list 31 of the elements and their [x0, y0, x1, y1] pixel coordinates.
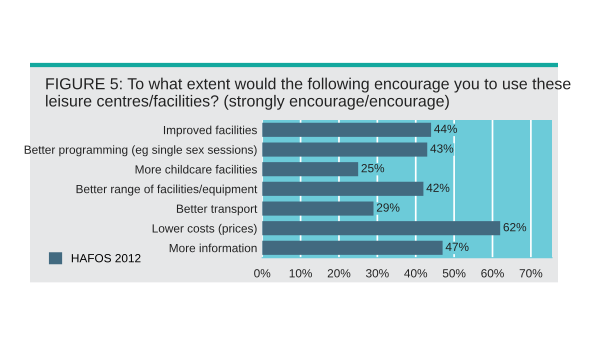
- bar: [262, 201, 374, 216]
- x-tick-label: 20%: [328, 269, 350, 278]
- bar: [262, 122, 432, 137]
- x-tick-label: 0%: [254, 269, 270, 278]
- y-tick-label: Lower costs (prices): [152, 224, 257, 235]
- data-label: 29%: [376, 203, 400, 212]
- bar: [262, 221, 500, 236]
- data-label: 42%: [426, 184, 450, 192]
- y-tick-label: Better range of facilities/equipment: [76, 184, 258, 196]
- y-tick-label: More childcare facilities: [136, 164, 257, 174]
- legend-label: HAFOS 2012: [72, 254, 140, 262]
- x-tick-label: 10%: [290, 269, 312, 278]
- bar: [262, 162, 358, 176]
- data-label: 47%: [446, 242, 469, 251]
- x-tick-label: 30%: [366, 269, 389, 278]
- y-tick-label: Improved facilities: [164, 126, 257, 137]
- x-tick-label: 60%: [481, 269, 504, 278]
- x-tick-label: 50%: [442, 269, 466, 278]
- x-tick-label: 70%: [520, 269, 542, 278]
- y-tick-label: Better programming (eg single sex sessions): [24, 145, 257, 156]
- data-label: 62%: [504, 223, 526, 232]
- y-tick-label: Better transport: [176, 204, 258, 216]
- data-label: 44%: [434, 124, 458, 133]
- data-label: 25%: [362, 164, 384, 172]
- x-tick-label: 40%: [404, 269, 428, 278]
- y-tick-label: More information: [170, 244, 257, 252]
- bar: [262, 142, 428, 157]
- bar: [262, 182, 424, 196]
- data-label: 43%: [430, 144, 454, 153]
- chart-title: FIGURE 5: To what extent would the following encourage you to use these leisure centres/facilities? (strongly encourage/encourage): [46, 78, 571, 110]
- bar: [262, 240, 443, 255]
